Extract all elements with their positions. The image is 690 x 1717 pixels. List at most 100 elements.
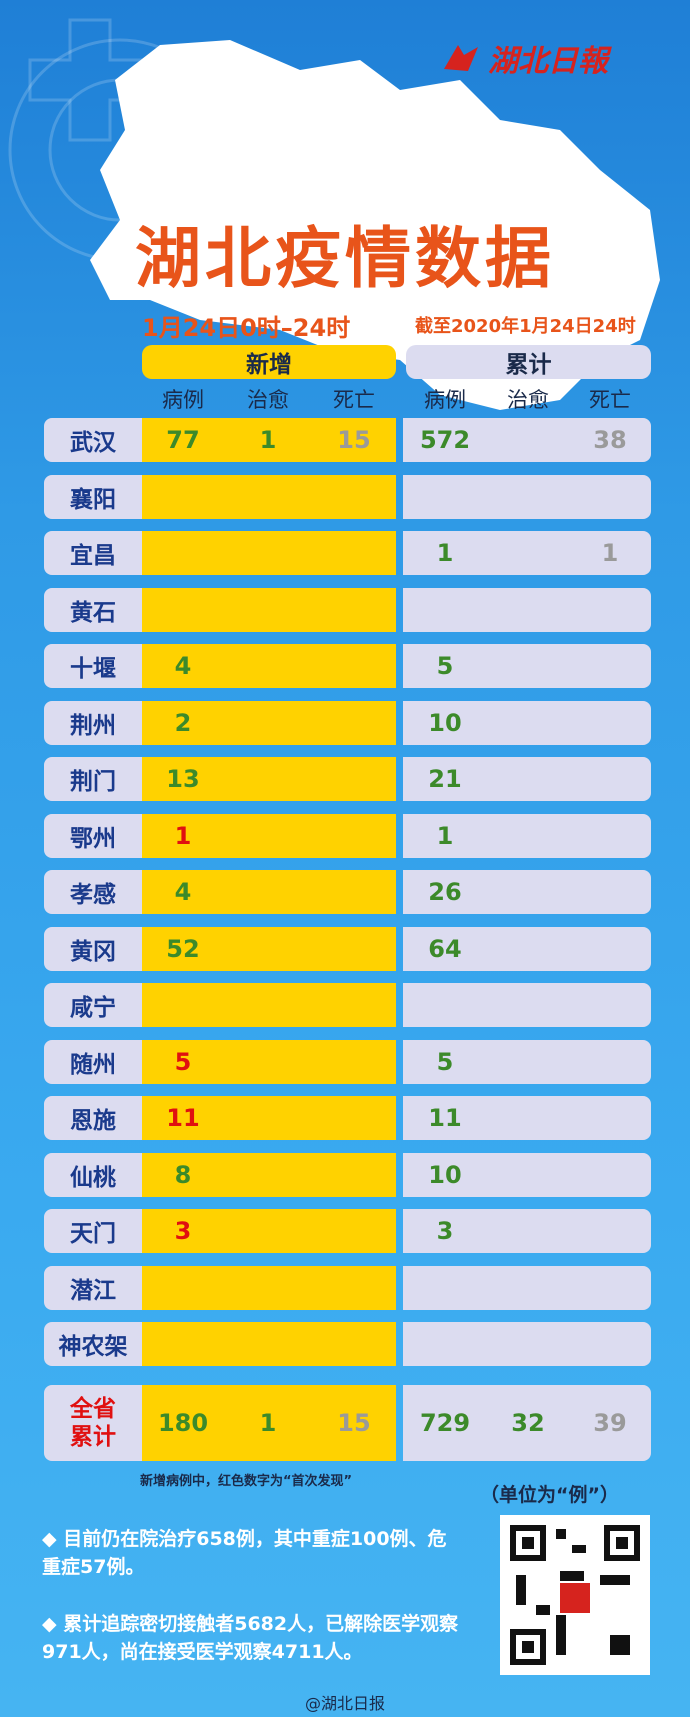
region-name: 荆州 [70, 712, 116, 739]
row-label: 天门 [44, 1209, 142, 1253]
row-cum-bg [403, 1096, 651, 1140]
cell-value: 729 [419, 1409, 471, 1437]
row-new-bg [142, 1322, 396, 1366]
region-name: 宜昌 [70, 543, 116, 569]
bullet-text: 累计追踪密切接触者5682人，已解除医学观察971人，尚在接受医学观察4711人… [42, 1613, 459, 1663]
map-background [8, 18, 660, 410]
cell-value: 4 [174, 878, 192, 906]
row-cum-bg [403, 813, 651, 858]
row-new-bg [142, 474, 396, 519]
cell-value: 10 [428, 1160, 462, 1189]
region-name: 咸宁 [70, 995, 116, 1021]
cell-value: 64 [428, 934, 462, 963]
row-new-bg [142, 813, 396, 858]
hubei-map [90, 40, 660, 410]
footer: @湖北日报 [304, 1694, 385, 1713]
row-new-bg [142, 1096, 396, 1140]
bullet-text: 目前仍在院治疗658例，其中重症100例、危重症57例。 [42, 1528, 447, 1578]
row-cum-bg [403, 587, 651, 632]
row-cum-bg [403, 644, 651, 688]
row-label: 孝感 [44, 870, 142, 914]
region-name: 全省累计 [70, 1396, 116, 1450]
cell-value: 3 [436, 1217, 454, 1245]
region-name: 仙桃 [70, 1164, 116, 1191]
row-cum-bg [403, 983, 651, 1027]
cell-value: 38 [593, 426, 627, 454]
cell-value: 32 [511, 1409, 545, 1437]
cell-value: 4 [174, 652, 192, 680]
column-header: 治愈 [507, 388, 549, 412]
row-new-bg [142, 757, 396, 801]
region-name: 黄冈 [70, 938, 116, 965]
cell-value: 11 [428, 1104, 462, 1132]
cell-value: 1 [436, 821, 454, 850]
subtitle-left: 1月24日0时–24时 [142, 314, 351, 342]
cell-value: 1 [601, 539, 619, 567]
row-new-bg [142, 418, 396, 462]
cell-value: 1 [436, 539, 454, 567]
row-cum-bg [403, 1209, 651, 1253]
row-label: 宜昌 [44, 531, 142, 575]
row-cum-bg [403, 870, 651, 914]
group-cumulative: 累计 [406, 345, 651, 379]
row-cum-bg [403, 474, 651, 519]
row-label: 襄阳 [44, 474, 142, 519]
row-label: 恩施 [44, 1096, 142, 1140]
row-label: 武汉 [44, 418, 142, 462]
region-name: 神农架 [58, 1334, 128, 1360]
row-cum-bg [403, 926, 651, 971]
cell-value: 26 [428, 878, 462, 906]
cell-value: 572 [419, 426, 471, 454]
row-new-bg [142, 1152, 396, 1197]
cell-value: 77 [166, 426, 200, 454]
row-new-bg [142, 983, 396, 1027]
row-new-bg [142, 587, 396, 632]
row-label: 鄂州 [44, 813, 142, 858]
bullet: ◆ 目前仍在院治疗658例，其中重症100例、危重症57例。 [42, 1528, 447, 1578]
row-label: 十堰 [44, 644, 142, 688]
region-name: 潜江 [70, 1277, 116, 1304]
title: 湖北疫情数据 [135, 220, 555, 297]
column-header: 死亡 [333, 388, 375, 412]
row-new-bg [142, 531, 396, 575]
row-new-bg [142, 644, 396, 688]
cell-value: 10 [428, 708, 462, 737]
region-name: 天门 [70, 1221, 116, 1247]
row-cum-bg [403, 1322, 651, 1366]
note: 新增病例中，红色数字为“首次发现” [140, 1474, 353, 1489]
row-new-bg [142, 1039, 396, 1084]
row-label: 潜江 [44, 1265, 142, 1310]
cell-value: 5 [174, 1047, 192, 1076]
row-cum-bg [403, 757, 651, 801]
cell-value: 1 [174, 821, 192, 850]
row-cum-bg [403, 531, 651, 575]
column-header: 死亡 [589, 388, 631, 412]
region-name: 鄂州 [70, 825, 116, 852]
bullet: ◆ 累计追踪密切接触者5682人，已解除医学观察971人，尚在接受医学观察471… [42, 1613, 459, 1663]
row-new-bg [142, 700, 396, 745]
logo-icon [444, 45, 478, 71]
group-new: 新增 [142, 345, 396, 379]
row-label: 荆州 [44, 700, 142, 745]
region-name: 孝感 [70, 882, 116, 908]
row-new-bg [142, 1385, 396, 1461]
row-new-bg [142, 1265, 396, 1310]
region-name: 武汉 [70, 430, 116, 456]
row-cum-bg [403, 1265, 651, 1310]
row-cum-bg [403, 418, 651, 462]
row-label: 咸宁 [44, 983, 142, 1027]
region-name: 随州 [70, 1051, 116, 1078]
row-label: 神农架 [44, 1322, 142, 1366]
column-header: 治愈 [247, 388, 289, 412]
cell-value: 5 [436, 652, 454, 680]
column-header: 病例 [162, 388, 204, 412]
logo-text: 湖北日報 [488, 44, 608, 79]
logo: 湖北日報 [440, 36, 608, 80]
cell-value: 1 [259, 1409, 277, 1437]
region-name: 襄阳 [70, 486, 116, 513]
row-cum-bg [403, 1152, 651, 1197]
cell-value: 180 [157, 1409, 209, 1437]
row-label: 仙桃 [44, 1152, 142, 1197]
cell-value: 8 [174, 1160, 192, 1189]
